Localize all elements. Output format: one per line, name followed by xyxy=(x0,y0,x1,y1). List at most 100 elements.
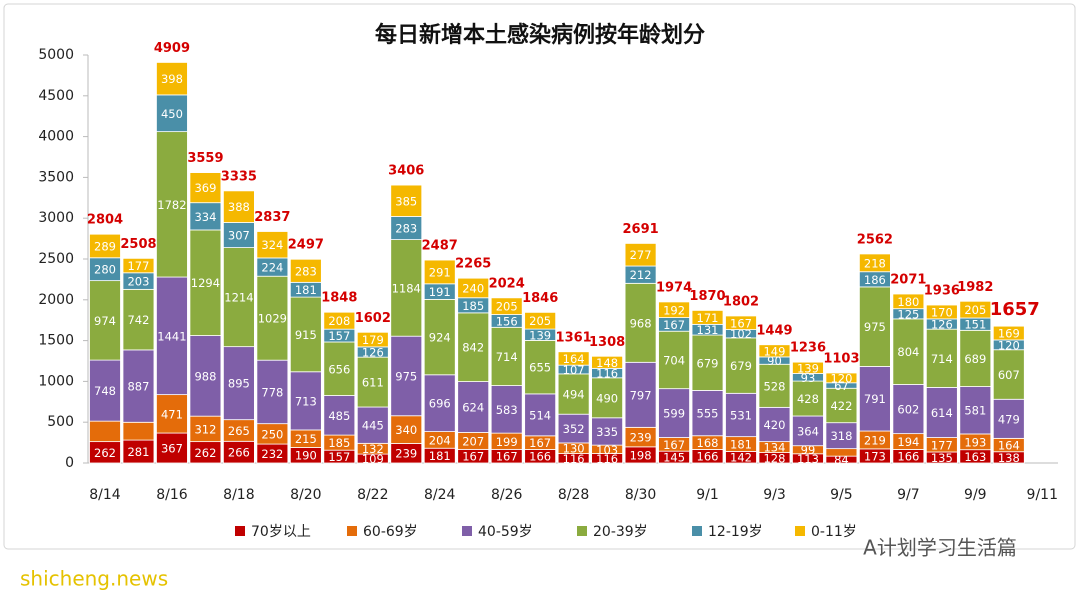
value-label: 156 xyxy=(496,314,518,328)
value-label: 895 xyxy=(228,377,250,391)
value-label: 135 xyxy=(931,451,953,465)
bar-segment xyxy=(557,373,590,415)
value-label: 599 xyxy=(663,407,685,421)
bar-segment xyxy=(356,356,389,408)
y-tick-label: 2500 xyxy=(38,251,74,267)
value-label: 139 xyxy=(529,328,551,342)
value-label: 157 xyxy=(328,450,350,464)
value-label: 428 xyxy=(797,392,819,406)
x-tick-label: 9/11 xyxy=(1027,487,1058,503)
value-label: 167 xyxy=(529,436,551,450)
value-label: 307 xyxy=(228,229,250,243)
value-label: 614 xyxy=(931,406,953,420)
value-label: 181 xyxy=(730,438,752,452)
value-label: 318 xyxy=(830,429,852,443)
total-label: 2497 xyxy=(288,238,324,253)
value-label: 324 xyxy=(261,238,283,252)
bar-segment xyxy=(858,366,891,432)
value-label: 804 xyxy=(897,345,919,359)
bar-segment xyxy=(122,421,155,441)
bar-segment xyxy=(624,243,657,267)
value-label: 1029 xyxy=(258,312,287,326)
value-label: 1441 xyxy=(157,329,186,343)
bar-segment xyxy=(557,413,590,444)
bar-segment xyxy=(792,361,824,374)
bar-segment xyxy=(758,363,791,408)
value-label: 142 xyxy=(730,451,752,465)
value-label: 166 xyxy=(897,450,919,464)
value-label: 696 xyxy=(429,397,451,411)
value-label: 169 xyxy=(998,327,1020,341)
value-label: 192 xyxy=(663,303,685,317)
bar-segment xyxy=(925,387,958,438)
value-label: 689 xyxy=(964,352,986,366)
value-label: 240 xyxy=(462,281,484,295)
total-label: 2804 xyxy=(87,213,123,228)
bar-segment xyxy=(858,253,891,273)
value-label: 514 xyxy=(529,408,551,422)
value-label: 364 xyxy=(797,424,819,438)
value-label: 166 xyxy=(529,450,551,464)
bar-segment xyxy=(122,257,155,274)
value-label: 164 xyxy=(998,439,1020,453)
value-label: 177 xyxy=(931,438,953,452)
bar-segment xyxy=(658,301,690,318)
total-label: 1936 xyxy=(924,284,960,299)
total-label: 3406 xyxy=(388,164,424,179)
value-label: 490 xyxy=(596,391,618,405)
value-label: 186 xyxy=(864,273,886,287)
value-label: 445 xyxy=(362,419,384,433)
value-label: 180 xyxy=(897,295,919,309)
value-label: 199 xyxy=(496,435,518,449)
value-label: 679 xyxy=(730,359,752,373)
bar-segment xyxy=(156,394,188,434)
total-label: 1449 xyxy=(756,323,792,338)
value-label: 422 xyxy=(830,399,852,413)
value-label: 177 xyxy=(127,259,149,273)
total-label: 1103 xyxy=(823,351,859,366)
total-label: 1308 xyxy=(589,335,625,350)
y-tick-label: 3000 xyxy=(38,210,74,226)
value-label: 583 xyxy=(496,403,518,417)
value-label: 283 xyxy=(395,222,417,236)
value-label: 185 xyxy=(462,299,484,313)
value-label: 1184 xyxy=(392,281,421,295)
value-label: 109 xyxy=(362,452,384,466)
value-label: 173 xyxy=(864,449,886,463)
bar-segment xyxy=(390,184,423,217)
total-label: 1848 xyxy=(321,291,357,306)
value-label: 185 xyxy=(328,436,350,450)
x-tick-label: 8/14 xyxy=(89,487,121,503)
value-label: 181 xyxy=(429,449,451,463)
x-tick-label: 8/24 xyxy=(424,487,456,503)
value-label: 1214 xyxy=(224,291,253,305)
value-label: 167 xyxy=(462,450,484,464)
value-label: 611 xyxy=(362,376,384,390)
bar-segment xyxy=(423,374,456,432)
bar-segment xyxy=(457,277,490,299)
bar-segment xyxy=(825,387,858,424)
legend-swatch xyxy=(462,526,472,536)
total-label: 1361 xyxy=(556,330,592,345)
bar-segment xyxy=(323,311,356,330)
x-tick-label: 9/1 xyxy=(696,487,719,503)
value-label: 335 xyxy=(596,425,618,439)
value-label: 113 xyxy=(797,452,819,466)
value-label: 120 xyxy=(998,338,1020,352)
value-label: 450 xyxy=(161,107,183,121)
bar-segment xyxy=(189,202,222,231)
total-label: 2508 xyxy=(120,237,156,252)
bar-segment xyxy=(189,335,222,417)
bar-segment xyxy=(691,390,724,437)
value-label: 212 xyxy=(630,268,652,282)
bar-segment xyxy=(758,406,791,443)
bar-segment xyxy=(156,432,188,464)
total-label: 1657 xyxy=(990,299,1040,320)
value-label: 283 xyxy=(295,264,317,278)
value-label: 262 xyxy=(94,446,116,460)
value-label: 975 xyxy=(864,320,886,334)
value-label: 528 xyxy=(763,379,785,393)
value-label: 352 xyxy=(563,422,585,436)
bar-segment xyxy=(557,351,590,366)
